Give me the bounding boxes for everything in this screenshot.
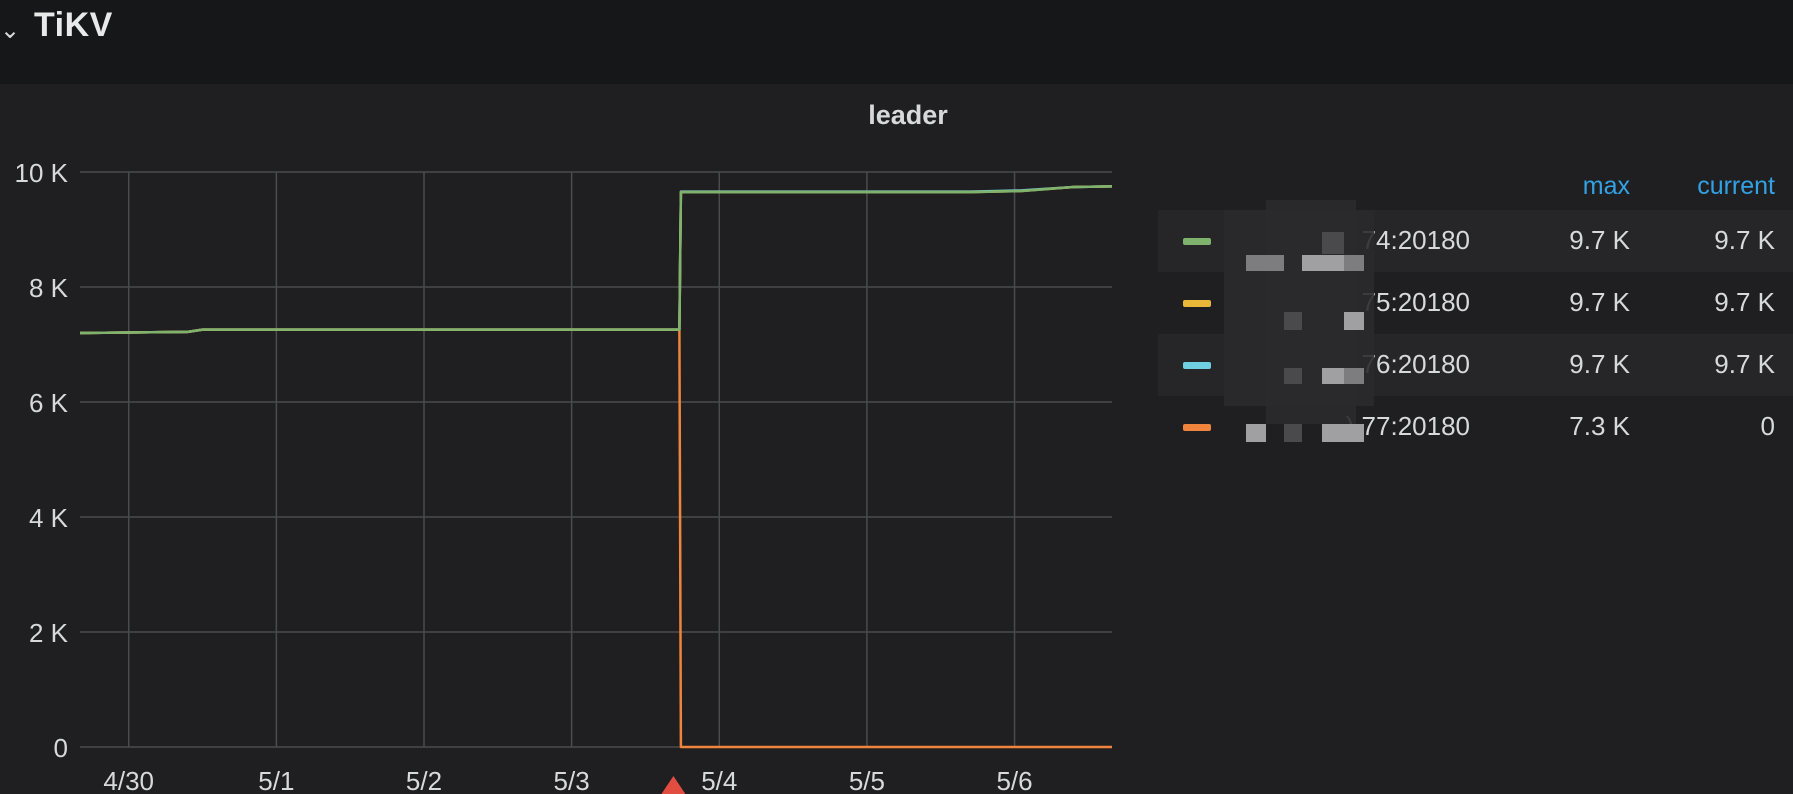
row-title[interactable]: TiKV — [34, 6, 113, 44]
chart-grid — [80, 171, 1112, 748]
series-line[interactable] — [79, 328, 1112, 749]
legend-series-name[interactable]: 74:20180 — [1361, 225, 1470, 255]
series-line[interactable] — [79, 185, 1113, 335]
panel-title[interactable]: leader — [868, 100, 948, 130]
legend-current-value: 9.7 K — [1714, 287, 1775, 317]
y-axis: 0 2 K 4 K 6 K 8 K 10 K — [15, 158, 69, 763]
legend-current-value: 0 — [1760, 411, 1775, 441]
series-color-swatch[interactable] — [1183, 362, 1211, 369]
x-tick-label: 4/30 — [103, 766, 154, 794]
y-tick-label: 4 K — [29, 503, 69, 533]
y-tick-label: 10 K — [15, 158, 69, 188]
legend-column-current[interactable]: current — [1697, 172, 1775, 200]
annotation — [661, 776, 686, 794]
series-line[interactable] — [79, 185, 1113, 335]
legend-max-value: 9.7 K — [1569, 287, 1630, 317]
legend-item[interactable]: ).77:20180 7.3 K 0 — [1158, 396, 1793, 458]
legend-max-value: 7.3 K — [1569, 411, 1630, 441]
y-tick-label: 0 — [54, 733, 68, 763]
annotation-marker[interactable] — [661, 776, 686, 794]
legend-header: max current — [1475, 172, 1775, 202]
legend-series-name[interactable]: ).77:20180 — [1345, 411, 1470, 441]
legend-current-value: 9.7 K — [1714, 225, 1775, 255]
series-color-swatch[interactable] — [1183, 424, 1211, 431]
x-tick-label: 5/2 — [406, 766, 442, 794]
legend-item[interactable]: 75:20180 9.7 K 9.7 K — [1158, 272, 1793, 334]
chart-series — [79, 185, 1113, 749]
y-tick-label: 2 K — [29, 618, 69, 648]
x-tick-label: 5/4 — [701, 766, 737, 794]
legend-series-name[interactable]: 75:20180 — [1361, 287, 1470, 317]
y-tick-label: 6 K — [29, 388, 69, 418]
x-axis: 4/30 5/1 5/2 5/3 5/4 5/5 5/6 — [103, 766, 1032, 794]
x-tick-label: 5/1 — [258, 766, 294, 794]
graph-panel — [0, 84, 1793, 794]
legend-series-name[interactable]: 76:20180 — [1361, 349, 1470, 379]
x-tick-label: 5/5 — [849, 766, 885, 794]
legend-current-value: 9.7 K — [1714, 349, 1775, 379]
series-line[interactable] — [79, 185, 1113, 335]
legend-column-max[interactable]: max — [1582, 172, 1630, 200]
row-header[interactable]: ⌄ TiKV — [0, 0, 1793, 84]
legend-max-value: 9.7 K — [1569, 225, 1630, 255]
chevron-down-icon[interactable]: ⌄ — [0, 17, 21, 44]
x-tick-label: 5/6 — [996, 766, 1032, 794]
y-tick-label: 8 K — [29, 273, 69, 303]
series-color-swatch[interactable] — [1183, 238, 1211, 245]
series-color-swatch[interactable] — [1183, 300, 1211, 307]
x-tick-label: 5/3 — [554, 766, 590, 794]
legend-max-value: 9.7 K — [1569, 349, 1630, 379]
